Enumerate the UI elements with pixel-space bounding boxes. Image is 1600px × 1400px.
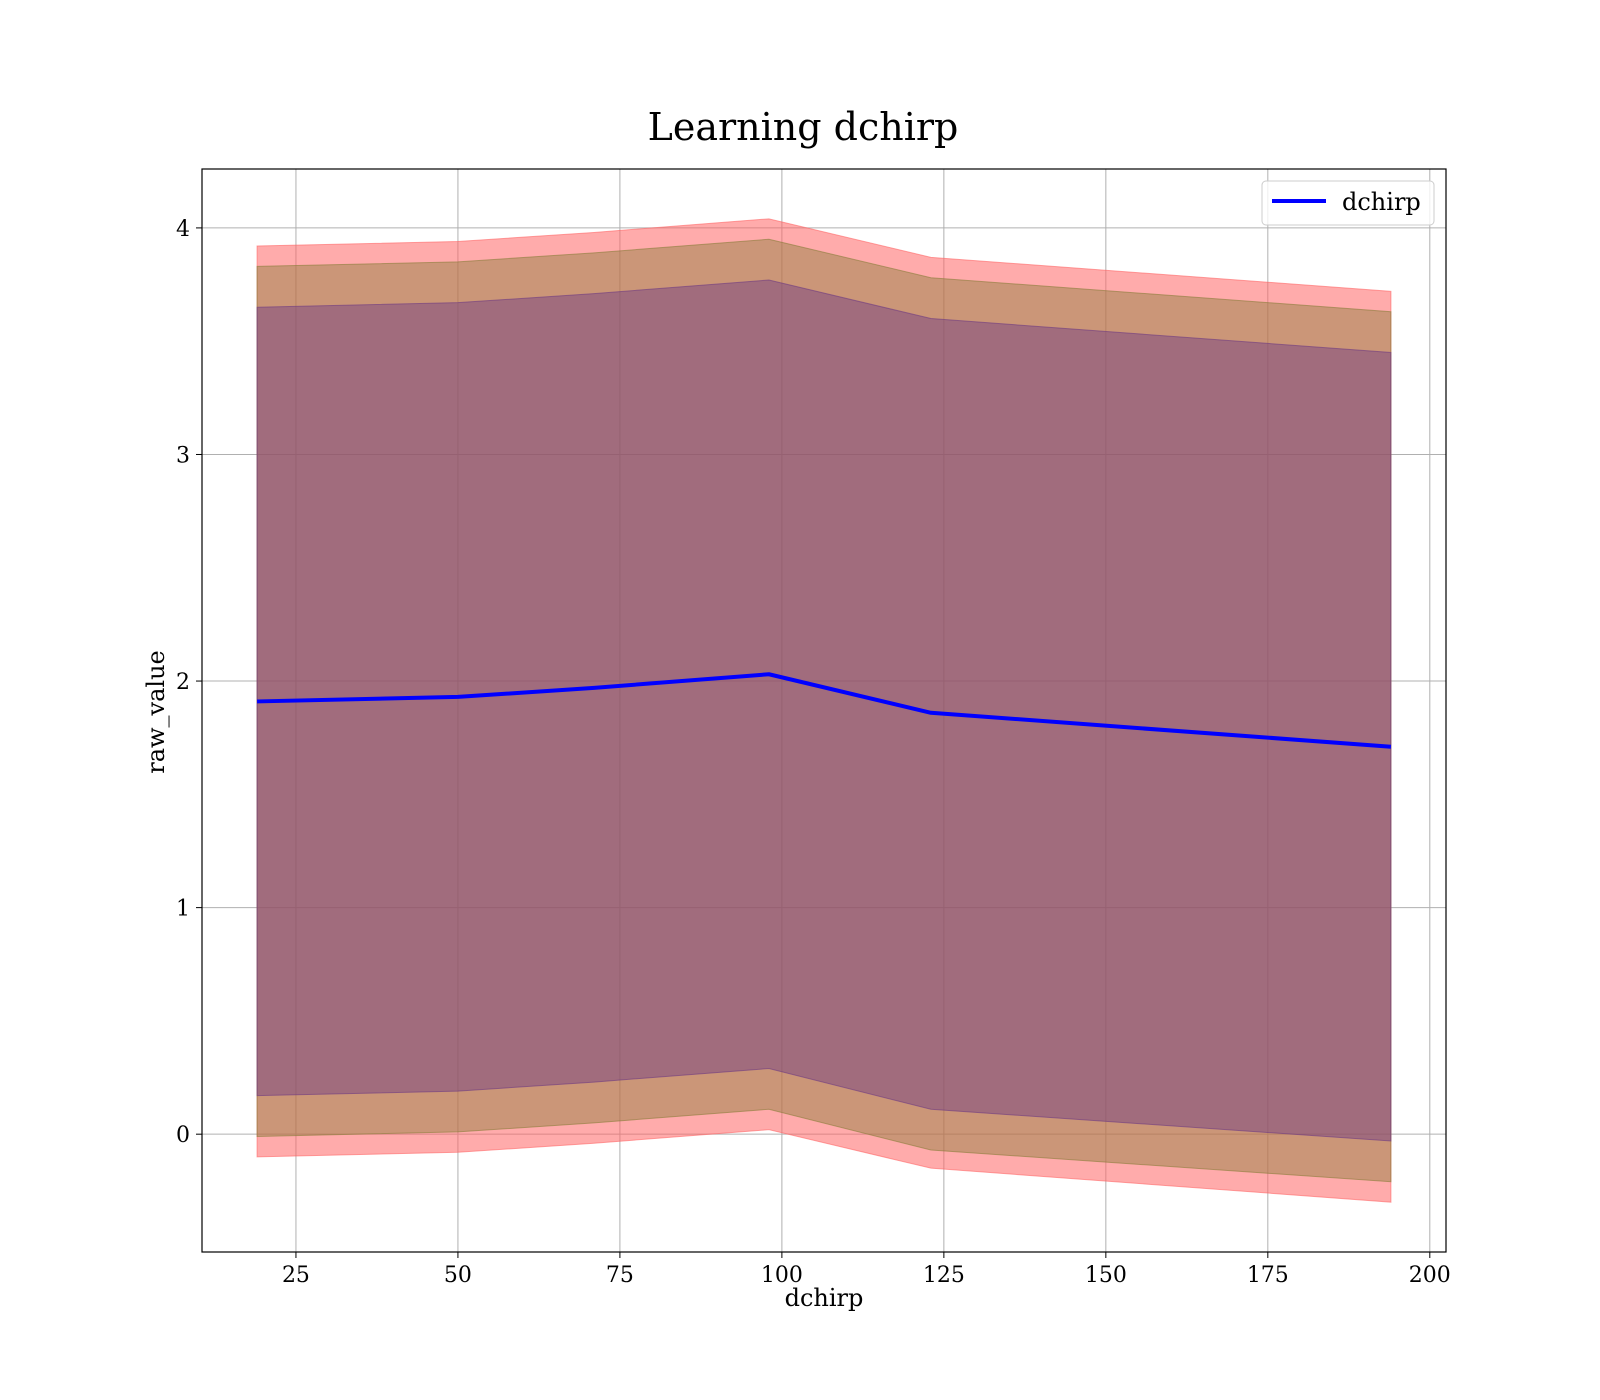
legend-box	[1261, 180, 1435, 226]
x-tick-label: 75	[606, 1263, 634, 1288]
chart-title: Learning dchirp	[648, 105, 959, 149]
x-tick-label: 175	[1247, 1263, 1289, 1288]
legend-label-dchirp: dchirp	[1342, 188, 1421, 216]
series-line-dchirp	[257, 672, 1392, 749]
x-axis-label: dchirp	[785, 1284, 864, 1312]
y-tick-label: 2	[176, 670, 190, 695]
x-tick-label: 25	[282, 1263, 310, 1288]
confidence-band-3	[256, 279, 1392, 1142]
tick-layer: 25 50 75 100 125 150 175 200 0 1 2 3 4	[176, 217, 1451, 1288]
y-tick-label: 3	[176, 443, 190, 468]
confidence-band-2	[256, 238, 1392, 1183]
y-axis-label: raw_value	[142, 650, 170, 774]
x-tick-label: 150	[1085, 1263, 1127, 1288]
x-tick-label: 125	[923, 1263, 965, 1288]
confidence-band-1	[256, 218, 1392, 1203]
plot-frame	[201, 168, 1447, 1253]
x-tick-label: 50	[444, 1263, 472, 1288]
x-tick-label: 200	[1409, 1263, 1451, 1288]
legend: dchirp	[1261, 180, 1435, 226]
band-layer	[256, 218, 1392, 1203]
y-tick-label: 0	[176, 1123, 190, 1148]
line-layer	[257, 672, 1392, 749]
y-tick-label: 1	[176, 897, 190, 922]
y-tick-label: 4	[176, 217, 190, 242]
x-tick-label: 100	[761, 1263, 803, 1288]
